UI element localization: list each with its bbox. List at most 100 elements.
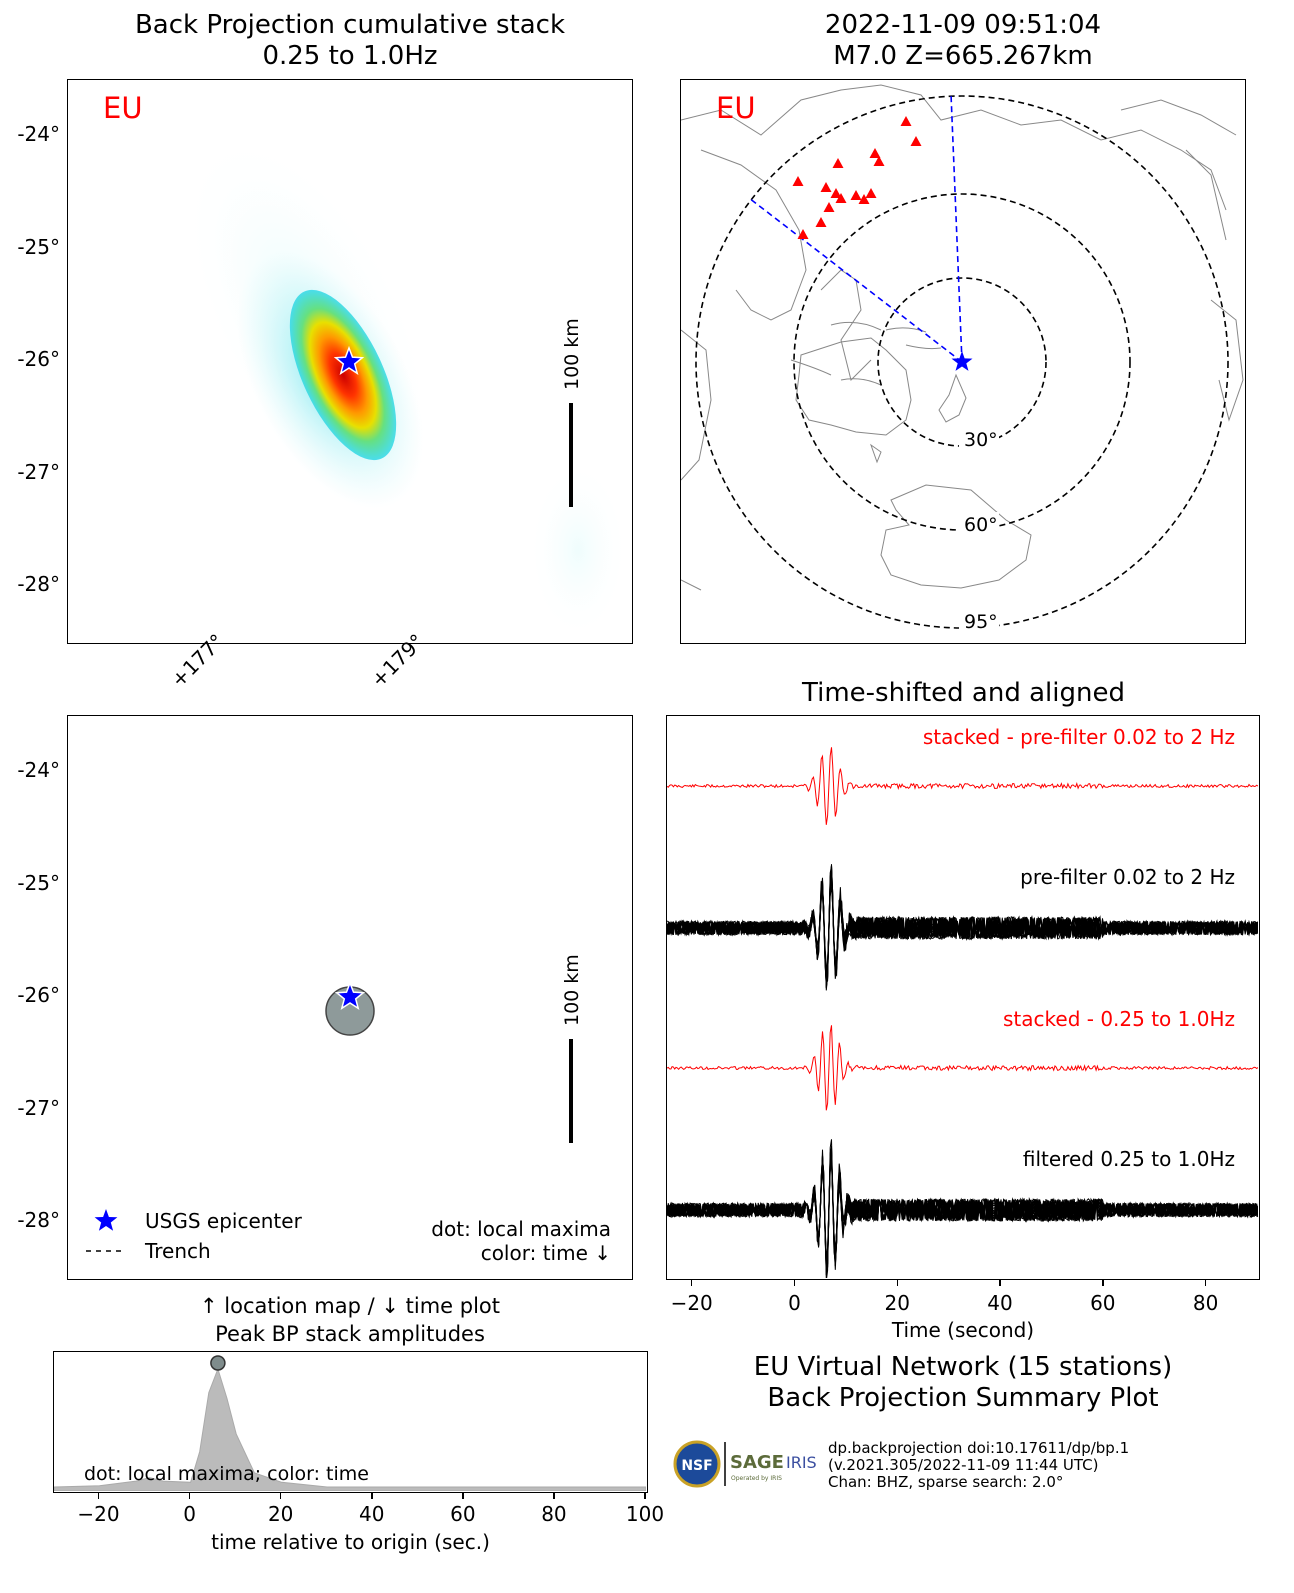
logos: NSF SAGE Operated by IRIS IRIS xyxy=(673,1440,823,1488)
sage-logo-text: SAGE xyxy=(730,1452,784,1473)
station-marker xyxy=(823,202,835,212)
wave-xtick-label: 40 xyxy=(987,1291,1013,1315)
loc-caption-line1: ↑ location map / ↓ time plot xyxy=(200,1294,500,1318)
label-stacked-prefilter: stacked - pre-filter 0.02 to 2 Hz xyxy=(923,725,1235,749)
trace-filtered xyxy=(666,1153,1259,1257)
wave-title: Time-shifted and aligned xyxy=(802,678,1125,708)
map-network-label: EU xyxy=(716,91,756,125)
trace-stacked-prefilter xyxy=(666,747,1259,825)
trace-prefilter xyxy=(666,865,1259,985)
ring-label-60: 60° xyxy=(964,514,998,536)
amplitude-chart: dot: local maxima; color: time xyxy=(53,1355,647,1492)
bp-core xyxy=(289,289,397,461)
amplitude-xtick-mark xyxy=(279,1493,282,1499)
station-marker xyxy=(850,190,862,200)
legend-epicenter-label: USGS epicenter xyxy=(145,1209,303,1233)
waveform-panel: stacked - pre-filter 0.02 to 2 Hz pre-fi… xyxy=(666,715,1260,1281)
azimuth-line-west xyxy=(748,197,963,363)
wave-xtick-mark xyxy=(1204,1280,1207,1286)
bp-title-line2: 0.25 to 1.0Hz xyxy=(262,41,438,71)
bp-ytick: -25° xyxy=(17,235,60,259)
bp-heatmap: EU 100 km xyxy=(103,91,628,640)
loc-ytick: -24° xyxy=(17,758,60,782)
stations xyxy=(792,116,922,239)
wave-xtick-mark xyxy=(793,1280,796,1286)
waveform-traces xyxy=(666,747,1259,1281)
wave-xtick-mark xyxy=(690,1280,693,1286)
station-marker xyxy=(910,136,922,146)
legend-epicenter-star-icon xyxy=(94,1209,118,1231)
summary-info1: dp.backprojection doi:10.17611/dp/bp.1 xyxy=(828,1439,1130,1457)
summary-line1: EU Virtual Network (15 stations) xyxy=(753,1352,1173,1382)
loc-note-line2: color: time ↓ xyxy=(481,1241,611,1265)
bp-ytick: -27° xyxy=(17,460,60,484)
bp-network-label: EU xyxy=(103,91,143,125)
amplitude-xtick-label: 100 xyxy=(625,1502,665,1526)
bp-halo-corner xyxy=(528,460,628,640)
amplitude-xtick-label: 80 xyxy=(541,1502,567,1526)
loc-caption: ↑ location map / ↓ time plot Peak BP sta… xyxy=(68,1292,632,1348)
summary-line2: Back Projection Summary Plot xyxy=(767,1383,1159,1413)
summary-info: dp.backprojection doi:10.17611/dp/bp.1 (… xyxy=(828,1440,1129,1491)
bp-scale-label: 100 km xyxy=(561,318,583,390)
sage-logo-sub: Operated by IRIS xyxy=(731,1475,782,1482)
amplitude-peak-dot xyxy=(210,1355,226,1371)
station-marker xyxy=(830,188,842,198)
amplitude-panel: dot: local maxima; color: time xyxy=(53,1351,648,1493)
amplitude-xtick-mark xyxy=(553,1493,555,1499)
station-map: 30° 60° 95° EU xyxy=(680,84,1244,633)
ring-label-95: 95° xyxy=(964,611,998,633)
amplitude-xtick-label: −20 xyxy=(77,1502,120,1526)
amplitude-area xyxy=(53,1367,647,1492)
wave-xtick-label: 0 xyxy=(788,1291,801,1315)
summary-info3: Chan: BHZ, sparse search: 2.0° xyxy=(828,1473,1064,1491)
station-marker xyxy=(873,156,885,166)
loc-ytick: -28° xyxy=(17,1208,60,1232)
bp-title: Back Projection cumulative stack 0.25 to… xyxy=(68,10,632,72)
wave-xtick-label: 80 xyxy=(1192,1291,1219,1315)
nsf-logo-text: NSF xyxy=(681,1458,712,1474)
wave-xlabel: Time (second) xyxy=(891,1318,1035,1342)
wave-xtick-label: 60 xyxy=(1090,1291,1116,1315)
trace-filtered xyxy=(666,1150,1259,1272)
label-stacked-filtered: stacked - 0.25 to 1.0Hz xyxy=(1003,1007,1235,1031)
waveform-chart: stacked - pre-filter 0.02 to 2 Hz pre-fi… xyxy=(666,725,1259,1281)
summary-info2: (v.2021.305/2022-11-09 11:44 UTC) xyxy=(828,1456,1099,1474)
event-title: 2022-11-09 09:51:04 M7.0 Z=665.267km xyxy=(681,10,1245,72)
iris-logo-text: IRIS xyxy=(786,1453,817,1472)
label-prefilter: pre-filter 0.02 to 2 Hz xyxy=(1020,865,1235,889)
station-marker xyxy=(869,148,881,158)
station-marker xyxy=(797,229,809,239)
bp-title-line1: Back Projection cumulative stack xyxy=(134,10,566,40)
location-map-panel: 100 km USGS epicenter Trench dot: local … xyxy=(67,715,633,1280)
amplitude-xtick-mark xyxy=(462,1493,464,1499)
bp-ytick: -26° xyxy=(17,347,60,371)
range-ring-95 xyxy=(695,95,1229,629)
station-marker xyxy=(820,182,832,192)
wave-xtick-mark xyxy=(999,1280,1001,1286)
loc-ytick: -25° xyxy=(17,871,60,895)
station-marker xyxy=(865,188,877,198)
summary-title: EU Virtual Network (15 stations) Back Pr… xyxy=(666,1352,1260,1414)
loc-ytick: -26° xyxy=(17,983,60,1007)
map-epicenter-star-icon xyxy=(951,351,973,371)
loc-note-line1: dot: local maxima xyxy=(431,1217,611,1241)
station-map-panel: 30° 60° 95° EU xyxy=(680,79,1246,644)
bp-epicenter-star-icon xyxy=(333,345,365,375)
wave-xtick-label: −20 xyxy=(670,1291,713,1315)
loc-scale-label: 100 km xyxy=(561,954,583,1026)
station-marker xyxy=(858,194,870,204)
legend-trench-label: Trench xyxy=(144,1239,211,1263)
logo-group: NSF SAGE Operated by IRIS IRIS xyxy=(673,1440,817,1488)
event-title-line1: 2022-11-09 09:51:04 xyxy=(824,10,1102,40)
amplitude-xlabel: time relative to origin (sec.) xyxy=(211,1530,490,1554)
bp-ytick: -24° xyxy=(17,122,60,146)
wave-xtick-label: 20 xyxy=(884,1291,910,1315)
trace-stacked-filtered xyxy=(666,1025,1259,1111)
loc-caption-line2: Peak BP stack amplitudes xyxy=(215,1322,485,1346)
amplitude-xtick-label: 40 xyxy=(359,1502,385,1526)
station-marker xyxy=(835,193,847,203)
bp-ytick: -28° xyxy=(17,572,60,596)
event-title-line2: M7.0 Z=665.267km xyxy=(833,41,1093,71)
range-ring-labels: 30° 60° 95° xyxy=(959,426,999,633)
